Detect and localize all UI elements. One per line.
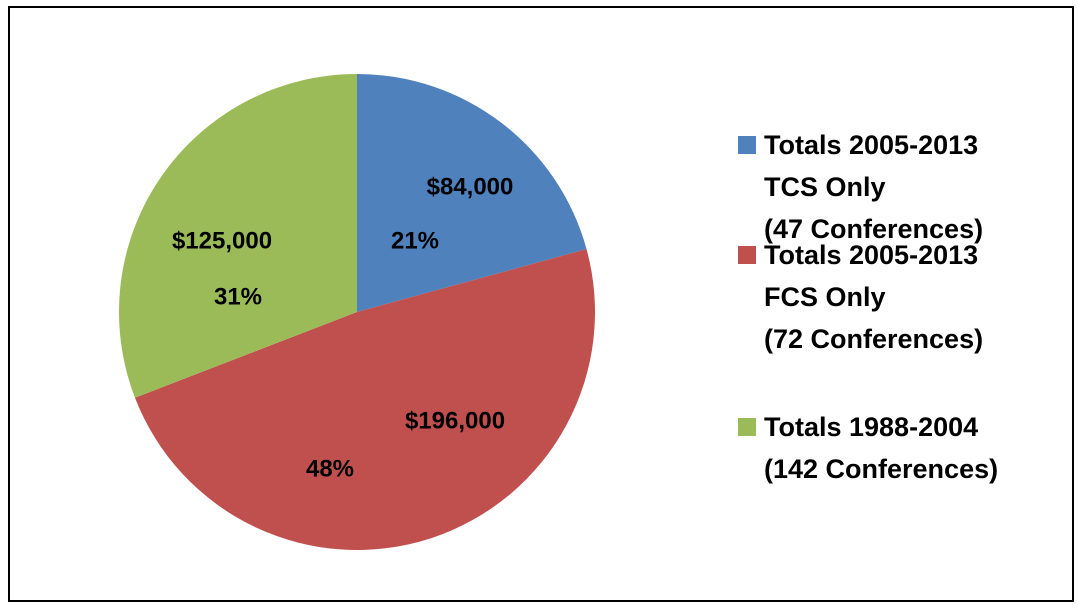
legend-entry: Totals 1988-2004 (142 Conferences) [738, 406, 998, 490]
value-label: $196,000 [405, 407, 505, 434]
legend-label: Totals 2005-2013 TCS Only (47 Conference… [764, 130, 984, 244]
legend-entry: Totals 2005-2013 TCS Only (47 Conference… [738, 124, 983, 250]
percent-label: 31% [214, 283, 262, 310]
legend-entry: Totals 2005-2013 FCS Only (72 Conference… [738, 234, 983, 360]
legend-swatch [738, 246, 756, 264]
pie-slice [357, 74, 587, 312]
legend-label: Totals 1988-2004 (142 Conferences) [764, 412, 999, 484]
value-label: $84,000 [427, 173, 514, 200]
pie-slice [119, 74, 358, 398]
pie-slice [134, 249, 596, 551]
percent-label: 48% [306, 455, 354, 482]
legend-label: Totals 2005-2013 FCS Only (72 Conference… [764, 240, 984, 354]
percent-label: 21% [391, 227, 439, 254]
legend-swatch [738, 136, 756, 154]
legend-swatch [738, 418, 756, 436]
value-label: $125,000 [172, 227, 272, 254]
chart-frame [8, 6, 1074, 602]
